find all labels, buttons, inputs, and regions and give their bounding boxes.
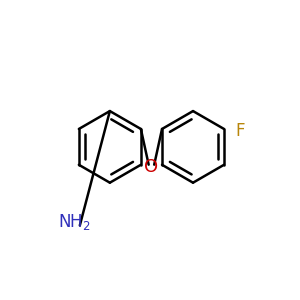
Text: F: F (235, 122, 245, 140)
Text: NH$_2$: NH$_2$ (58, 212, 90, 232)
Text: O: O (144, 158, 158, 175)
